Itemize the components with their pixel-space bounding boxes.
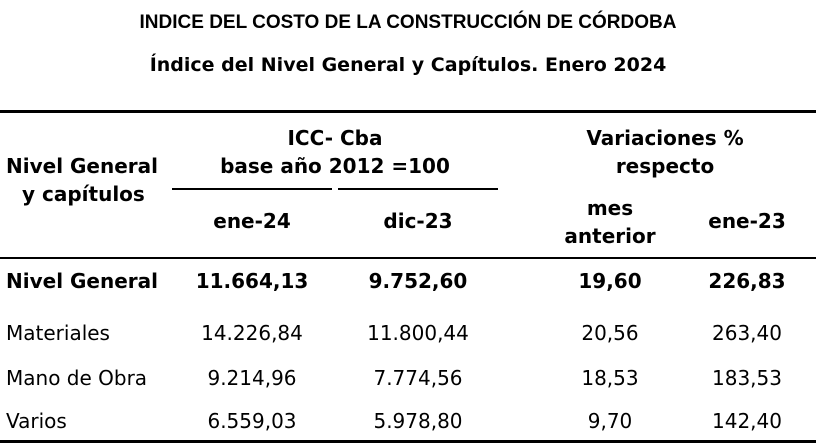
header-variations-line2: respecto	[615, 154, 715, 178]
row-label: Materiales	[6, 321, 110, 345]
cell-dic23: 5.978,80	[373, 409, 463, 433]
cell-ene23: 226,83	[708, 269, 786, 293]
icc-header-rule-right	[338, 188, 498, 190]
cell-dic23: 9.752,60	[368, 269, 468, 293]
cell-ene24: 6.559,03	[207, 409, 297, 433]
row-label: Varios	[6, 409, 67, 433]
header-row-label-line1: Nivel General	[6, 154, 159, 178]
header-col-dic23: dic-23	[383, 209, 453, 233]
header-row-label-line2: y capítulos	[22, 182, 145, 206]
bottom-rule	[0, 440, 816, 443]
cell-ene23: 142,40	[712, 409, 782, 433]
header-icc-line2: base año 2012 =100	[220, 154, 450, 178]
cell-mes-anterior: 18,53	[581, 366, 639, 390]
header-col-ene24: ene-24	[213, 209, 291, 233]
cell-ene24: 11.664,13	[195, 269, 309, 293]
header-variations-line1: Variaciones %	[586, 126, 744, 150]
cell-dic23: 11.800,44	[367, 321, 469, 345]
cell-ene24: 9.214,96	[207, 366, 297, 390]
page-title: INDICE DEL COSTO DE LA CONSTRUCCIÓN DE C…	[139, 12, 677, 33]
header-col-ene23: ene-23	[708, 209, 786, 233]
header-col-mes-anterior-line1: mes	[586, 196, 634, 220]
page-subtitle: Índice del Nivel General y Capítulos. En…	[149, 54, 667, 76]
cell-ene24: 14.226,84	[201, 321, 303, 345]
cell-ene23: 183,53	[712, 366, 782, 390]
header-col-mes-anterior-line2: anterior	[564, 224, 656, 248]
cell-dic23: 7.774,56	[373, 366, 463, 390]
cell-mes-anterior: 20,56	[581, 321, 639, 345]
row-label: Mano de Obra	[6, 366, 148, 390]
top-rule	[0, 110, 816, 113]
cell-ene23: 263,40	[712, 321, 782, 345]
cell-mes-anterior: 9,70	[587, 409, 633, 433]
cell-mes-anterior: 19,60	[578, 269, 642, 293]
icc-header-rule-left	[172, 188, 332, 190]
row-label: Nivel General	[6, 269, 159, 293]
header-icc-line1: ICC- Cba	[287, 126, 383, 150]
header-bottom-rule	[0, 257, 816, 259]
